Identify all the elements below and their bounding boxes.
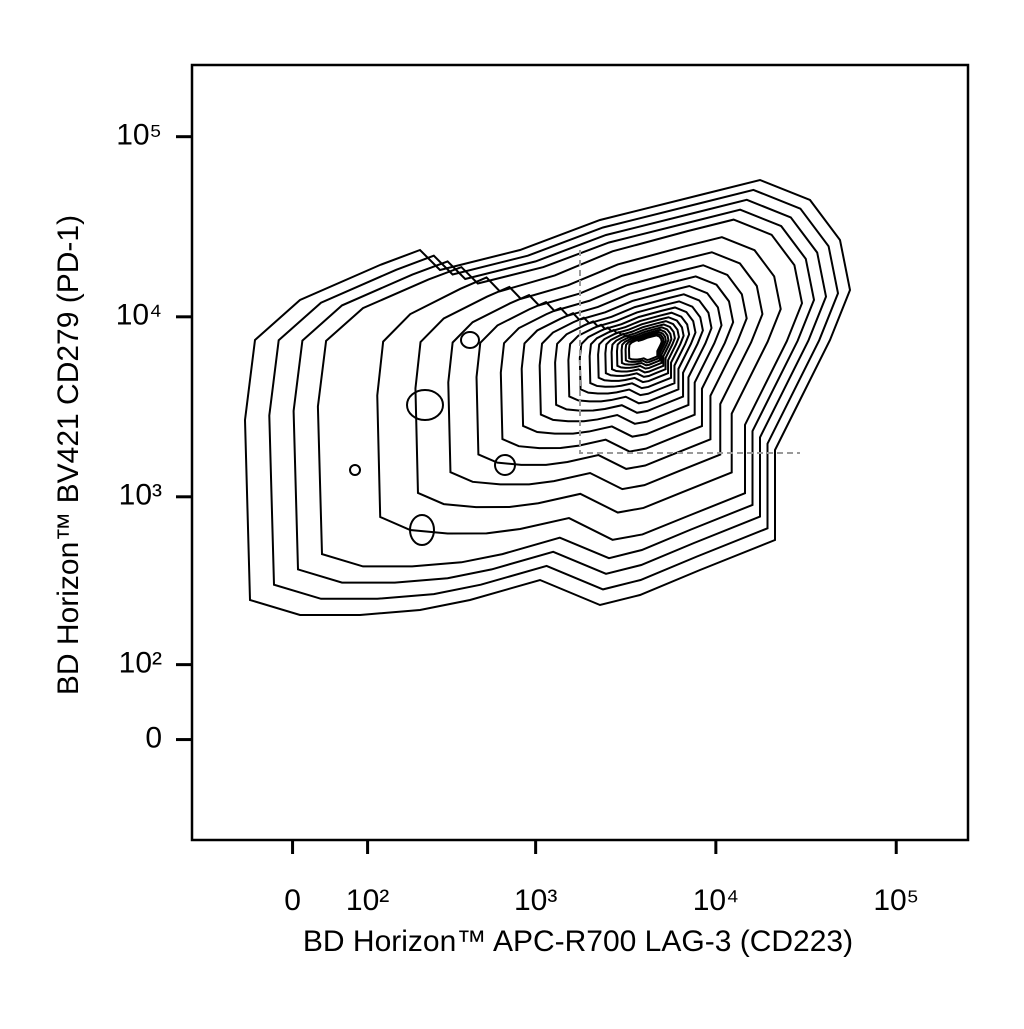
contour-line — [615, 328, 670, 370]
contour-line — [475, 264, 748, 470]
x-tick-label: 0 — [284, 884, 301, 917]
contour-line — [567, 306, 697, 405]
contour-line — [620, 330, 667, 367]
contour-line — [292, 198, 828, 584]
contour-line — [538, 293, 713, 425]
y-tick-label: 10⁵ — [116, 119, 162, 152]
contour-island — [409, 514, 435, 546]
contour-line — [597, 320, 680, 384]
contour-plot — [243, 178, 852, 616]
x-tick-label: 10⁵ — [873, 884, 919, 917]
y-tick-label: 10⁴ — [116, 299, 162, 332]
y-tick-label: 10³ — [119, 479, 162, 512]
y-tick-label: 10² — [119, 647, 162, 680]
x-axis-label: BD Horizon™ APC-R700 LAG-3 (CD223) — [303, 925, 853, 958]
contour-line — [447, 251, 764, 491]
contour-line — [627, 334, 663, 362]
contour-island — [494, 454, 516, 476]
contour-line — [316, 208, 816, 568]
contour-line — [243, 178, 852, 616]
x-tick-label: 10⁴ — [693, 884, 739, 917]
y-axis-label: BD Horizon™ BV421 CD279 (PD-1) — [52, 215, 85, 695]
x-tick-label: 10² — [346, 884, 389, 917]
contour-line — [604, 323, 676, 378]
contour-island — [406, 389, 444, 421]
contour-line — [268, 188, 840, 600]
contour-island — [460, 331, 480, 349]
contour-line — [554, 300, 704, 414]
gate-line — [579, 250, 800, 454]
contour-line — [578, 311, 691, 397]
contour-line — [376, 218, 804, 541]
y-tick-label: 0 — [145, 721, 162, 754]
contour-line — [499, 275, 735, 453]
contour-line — [520, 284, 723, 438]
x-tick-label: 10³ — [514, 884, 557, 917]
contour-line — [414, 236, 782, 514]
contour-line — [610, 326, 673, 374]
contour-island — [349, 464, 361, 476]
contour-line — [624, 332, 665, 364]
contour-line — [588, 316, 685, 390]
